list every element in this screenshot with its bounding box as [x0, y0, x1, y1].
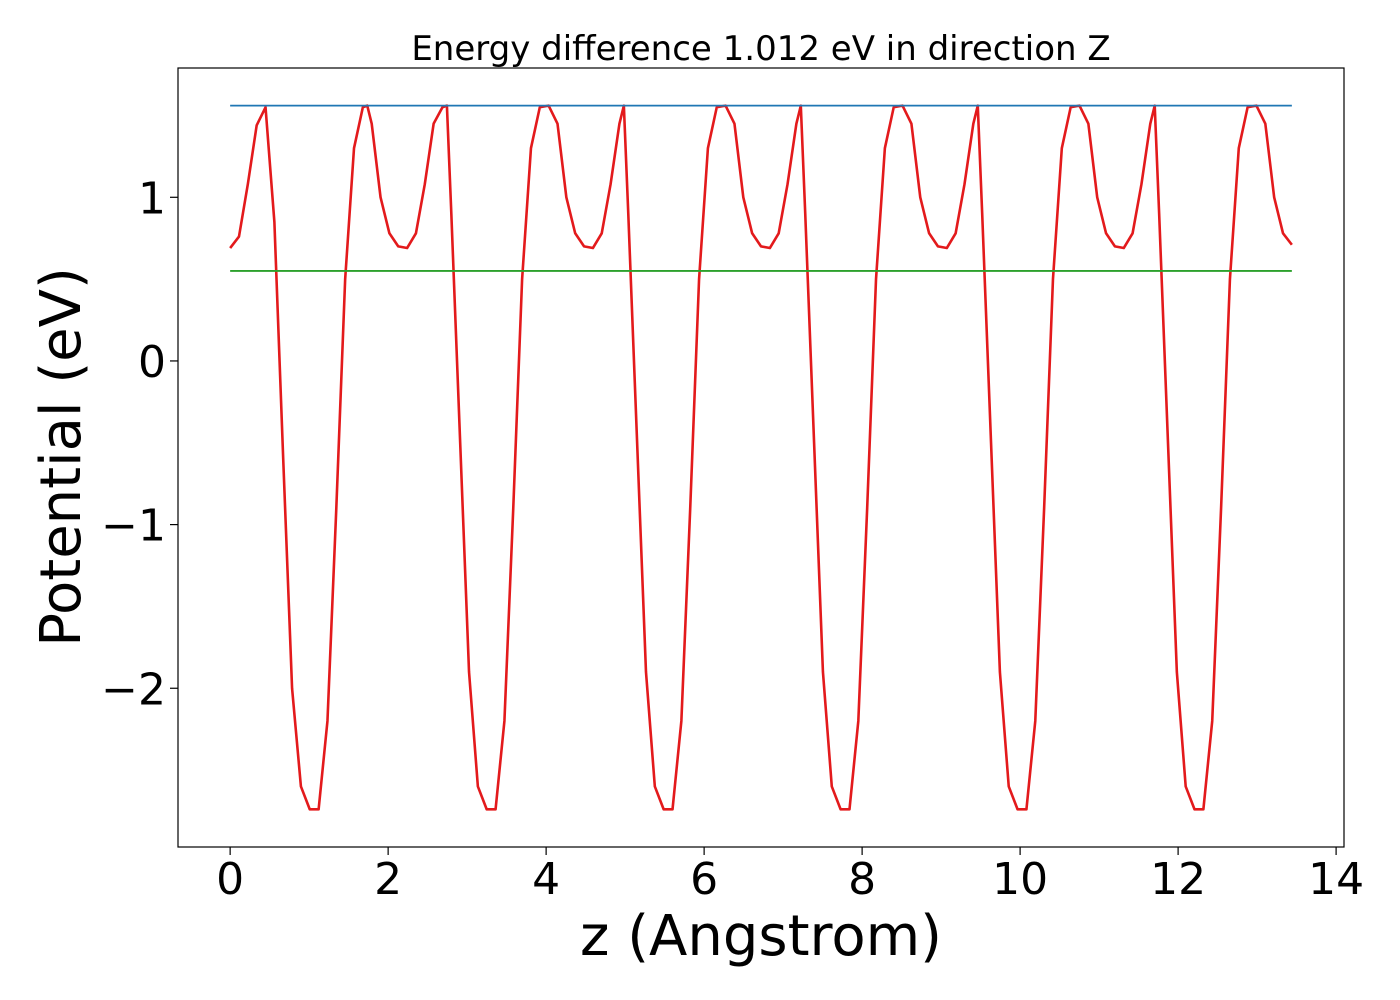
- y-tick-label: 0: [138, 337, 166, 388]
- x-tick-label: 10: [992, 854, 1048, 905]
- plot-area: [177, 67, 1345, 848]
- y-axis: −2 −1 0 1: [101, 173, 178, 715]
- x-tick-label: 14: [1308, 854, 1364, 905]
- y-tick-label: −1: [101, 501, 166, 552]
- series-line-potential: [229, 104, 1293, 811]
- x-tick-label: 6: [690, 854, 718, 905]
- x-tick-label: 4: [532, 854, 560, 905]
- x-tick-label: 0: [216, 854, 244, 905]
- x-tick-label: 8: [848, 854, 876, 905]
- chart-title: Energy difference 1.012 eV in direction …: [411, 29, 1110, 69]
- x-axis: 0 2 4 6 8 10 12 14: [216, 847, 1364, 905]
- x-axis-label: z (Angstrom): [580, 904, 942, 969]
- y-tick-label: −2: [101, 664, 166, 715]
- y-axis-label: Potential (eV): [29, 267, 94, 647]
- x-tick-label: 2: [374, 854, 402, 905]
- series-layer: [229, 104, 1293, 811]
- x-tick-label: 12: [1150, 854, 1206, 905]
- y-tick-label: 1: [138, 173, 166, 224]
